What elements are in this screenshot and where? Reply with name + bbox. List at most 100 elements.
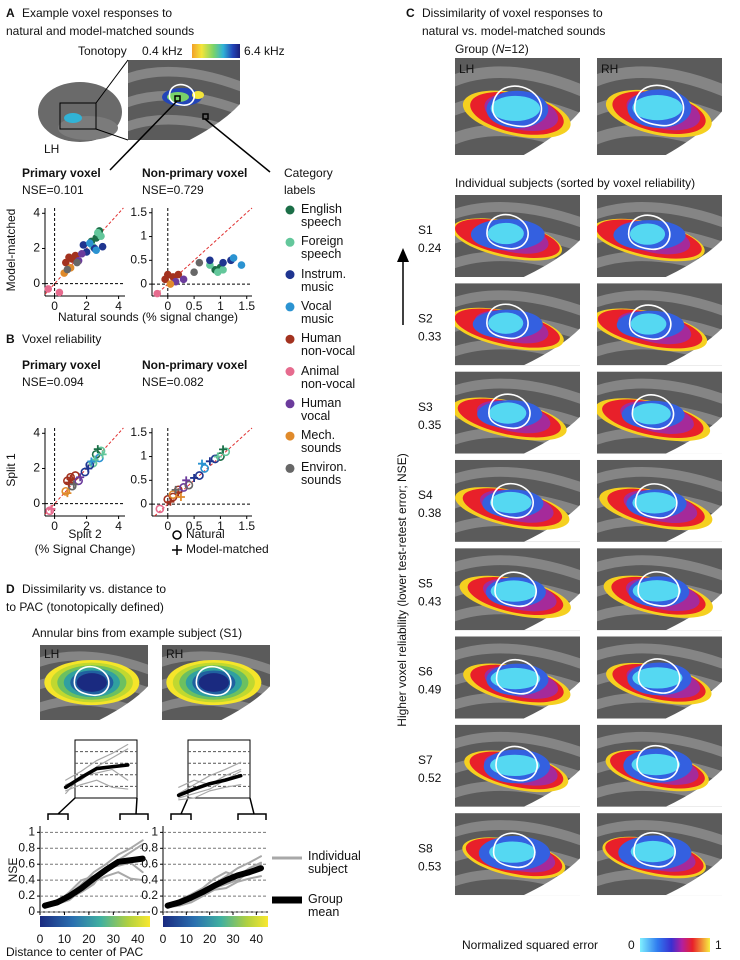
legend-label: Group mean: [308, 892, 343, 919]
y-axis-label: Split 1: [4, 453, 18, 487]
gyrus: [455, 290, 580, 316]
brain-image: [455, 58, 580, 155]
point-circle: [179, 483, 188, 492]
group-label-part: =12): [504, 42, 528, 56]
blob-cyan: [632, 580, 682, 602]
arrow-label: Higher voxel reliability (lower test-ret…: [395, 453, 409, 726]
x-tick-label: 4: [115, 299, 122, 313]
legend-label: Model-matched: [186, 542, 269, 556]
inset-line: [176, 773, 243, 798]
temporal-edge: [99, 686, 148, 720]
pac-outline: [195, 665, 232, 696]
point: [237, 261, 246, 269]
brain-image: [597, 636, 722, 719]
panel-subtitle: Annular bins from example subject (S1): [32, 626, 242, 640]
point-circle: [184, 480, 194, 490]
point-plus: [198, 459, 206, 468]
temporal-edge: [665, 505, 722, 542]
subject-id: S2: [418, 311, 433, 325]
blob-cyan: [488, 312, 524, 334]
subject-id: S5: [418, 576, 433, 590]
model-matched-symbol: [172, 545, 182, 555]
subject-reliability: 0.52: [418, 771, 442, 785]
blob-cyan: [489, 402, 527, 424]
point: [73, 258, 81, 267]
pac-outline: [491, 482, 534, 519]
pac-outline: [491, 85, 543, 128]
pac-outline: [634, 483, 678, 519]
brain-image: [455, 548, 580, 631]
annular-bin: [76, 673, 107, 692]
x-axis-label: Split 2: [68, 527, 102, 541]
point-plus: [65, 478, 73, 487]
temporal-edge: [523, 240, 580, 277]
point-circle: [194, 471, 204, 480]
legend-label: Natural: [186, 527, 225, 541]
x-tick-label: 0: [160, 932, 167, 946]
gyrus: [455, 202, 580, 228]
x-tick-label: 0: [51, 299, 58, 313]
y-tick-label: 0.4: [141, 872, 158, 886]
point-plus: [171, 485, 180, 494]
y-tick-label: 0.5: [130, 252, 147, 266]
legend-title: labels: [284, 183, 315, 197]
point: [190, 268, 198, 277]
temporal-edge: [665, 681, 722, 719]
blob-cyan: [631, 403, 671, 425]
voxel-nse: NSE=0.082: [142, 375, 204, 389]
subject-reliability: 0.43: [418, 594, 442, 608]
gyrus: [597, 555, 722, 581]
point-plus: [93, 445, 102, 454]
distance-colorbar: [40, 916, 150, 927]
temporal-edge: [665, 328, 722, 366]
legend-swatch: [285, 334, 295, 344]
gyrus: [597, 731, 722, 758]
legend-swatch: [285, 399, 295, 409]
y-tick-label: 0: [140, 276, 147, 290]
y-tick-label: 0: [151, 904, 158, 918]
legend-swatch: [285, 367, 295, 376]
legend-label: English speech: [301, 202, 342, 229]
colorbar-high: 1: [715, 938, 722, 952]
subject-id: S6: [418, 665, 433, 679]
temporal-edge: [523, 328, 580, 366]
legend-swatch: [285, 205, 295, 215]
voxel-line: [204, 118, 271, 173]
legend-swatch: [285, 302, 295, 312]
group-label: Group (N=12): [455, 42, 529, 56]
blob-cyan: [490, 667, 541, 690]
temporal-edge: [189, 104, 240, 140]
x-tick-label: 30: [226, 932, 240, 946]
gyrus: [597, 290, 722, 316]
x-tick-label: 2: [83, 299, 90, 313]
panel-letter: B: [6, 332, 15, 346]
y-tick-label: 0.8: [141, 840, 158, 854]
pac-outline: [627, 214, 671, 251]
point-circle: [221, 447, 231, 457]
gyrus: [455, 820, 580, 846]
point-circle: [155, 504, 165, 514]
brain-image: [455, 283, 580, 366]
tonotopy-blob: [167, 92, 189, 102]
x-tick-label: 0: [164, 299, 171, 313]
subject-id: S8: [418, 841, 433, 855]
y-tick-label: 1: [140, 449, 147, 463]
brain-image: [455, 371, 580, 454]
y-tick-label: 4: [33, 205, 40, 219]
y-tick-label: 1: [140, 229, 147, 243]
point-plus: [69, 480, 78, 489]
brain-image: [455, 813, 580, 896]
y-tick-label: 0: [140, 496, 147, 510]
pac-outline: [633, 831, 676, 868]
temporal-edge: [665, 769, 722, 807]
voxel-nse: NSE=0.094: [22, 375, 84, 389]
blob-cyan: [632, 95, 683, 121]
zoom-bracket: [119, 797, 149, 820]
blob-cyan: [632, 492, 677, 514]
subject-reliability: 0.24: [418, 241, 442, 255]
subject-id: S1: [418, 223, 433, 237]
point: [153, 289, 162, 298]
point: [44, 285, 52, 293]
point: [229, 254, 238, 262]
